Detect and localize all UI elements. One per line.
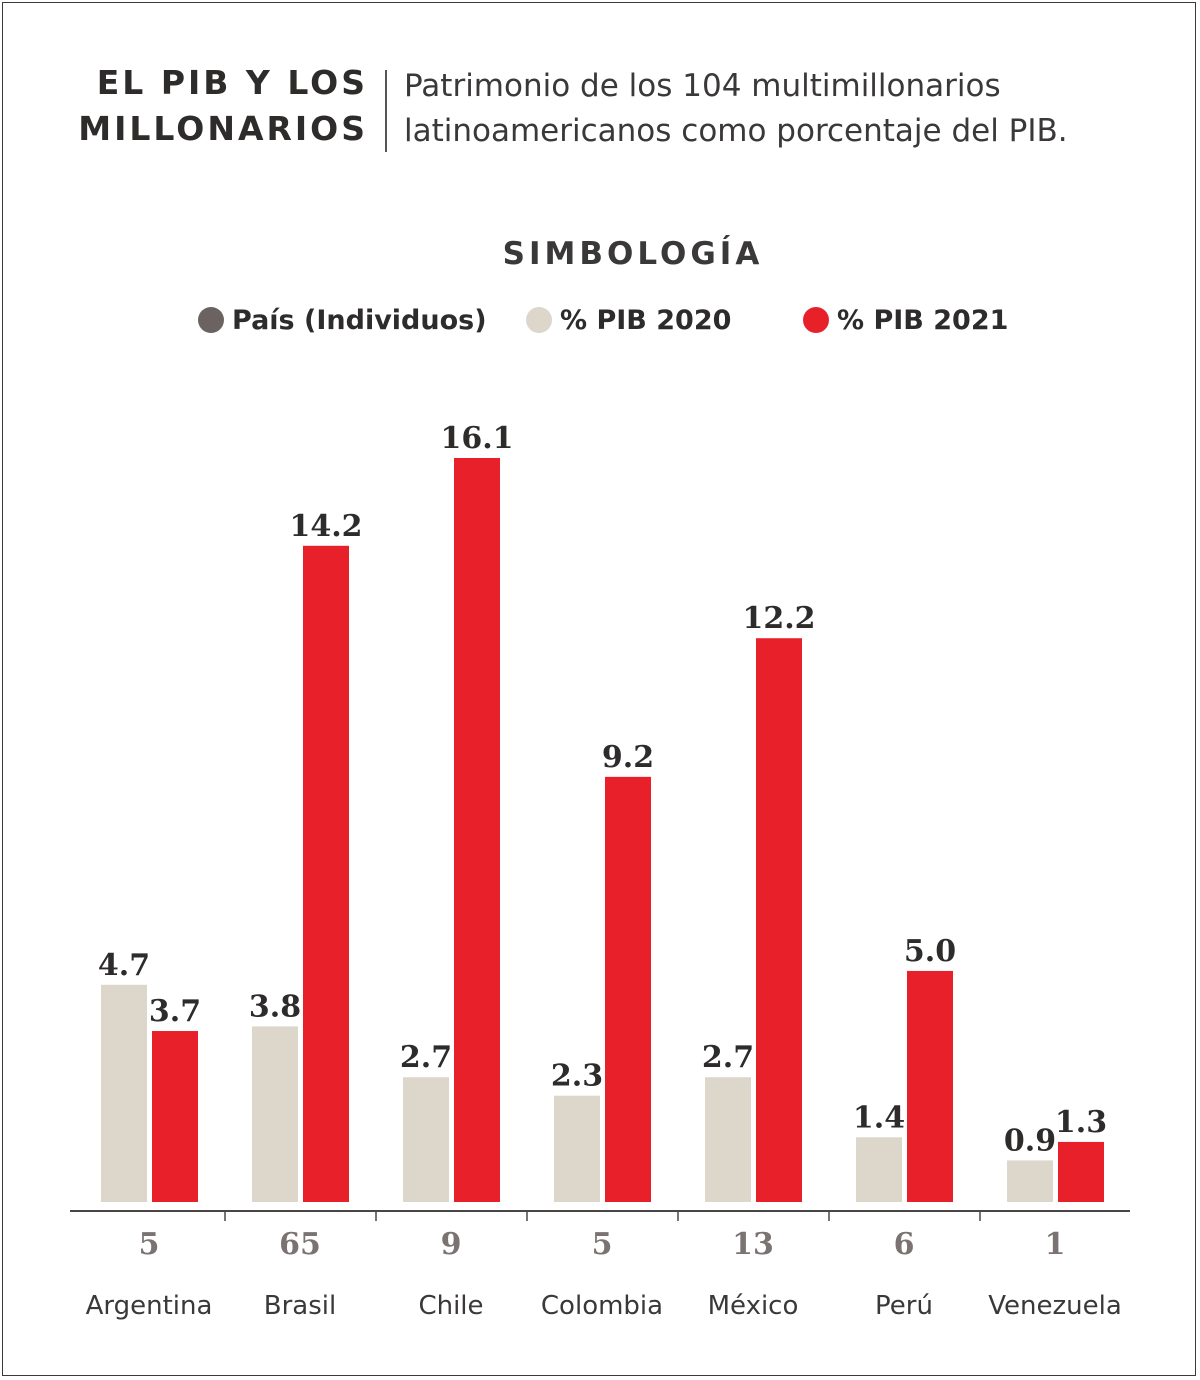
data-label: 3.8 — [249, 989, 301, 1024]
individuals-count: 1 — [1045, 1227, 1066, 1262]
individuals-count: 5 — [139, 1227, 160, 1262]
bar-pib-2021 — [1058, 1141, 1104, 1202]
bar-pib-2021 — [454, 458, 500, 1202]
legend-dot-pib-2021-icon — [803, 307, 829, 333]
data-label: 1.3 — [1055, 1105, 1107, 1140]
bar-pib-2021 — [152, 1031, 198, 1202]
header-divider — [385, 70, 387, 152]
data-label: 2.3 — [551, 1059, 603, 1094]
data-label: 0.9 — [1004, 1123, 1056, 1158]
bar-pib-2021 — [907, 970, 953, 1202]
data-label: 5.0 — [904, 934, 956, 969]
legend-dot-individuals-icon — [198, 307, 224, 333]
legend-item-pib-2020: % PIB 2020 — [526, 300, 731, 340]
data-label: 1.4 — [853, 1100, 905, 1135]
individuals-count: 9 — [441, 1227, 462, 1262]
category-label: Venezuela — [988, 1291, 1122, 1321]
legend-label-pib-2021: % PIB 2021 — [837, 304, 1009, 336]
bar-pib-2021 — [605, 776, 651, 1202]
category-label: Argentina — [86, 1291, 213, 1321]
category-label: México — [708, 1291, 799, 1321]
bar-pib-2020 — [403, 1077, 449, 1202]
category-label: Perú — [875, 1291, 933, 1321]
legend-item-individuals: País (Individuos) — [198, 300, 487, 340]
category-label: Brasil — [264, 1291, 336, 1321]
data-label: 14.2 — [289, 509, 362, 544]
legend-title: SIMBOLOGÍA — [502, 236, 764, 272]
legend-dot-pib-2020-icon — [526, 307, 552, 333]
data-label: 4.7 — [98, 948, 150, 983]
bar-pib-2020 — [705, 1077, 751, 1202]
individuals-count: 6 — [894, 1227, 915, 1262]
data-label: 9.2 — [602, 740, 654, 775]
data-label: 16.1 — [440, 421, 513, 456]
chart-subtitle-line-2: latinoamericanos como porcentaje del PIB… — [404, 113, 1068, 149]
individuals-count: 5 — [592, 1227, 613, 1262]
chart-title-line-2: MILLONARIOS — [78, 109, 368, 148]
data-label: 2.7 — [400, 1040, 452, 1075]
category-label: Colombia — [541, 1291, 663, 1321]
legend-label-individuals: País (Individuos) — [232, 304, 487, 336]
individuals-count: 13 — [732, 1227, 774, 1262]
chart-title-line-1: EL PIB Y LOS — [96, 63, 368, 102]
chart-title: EL PIB Y LOS MILLONARIOS — [78, 60, 368, 152]
bar-pib-2021 — [303, 545, 349, 1202]
category-label: Chile — [418, 1291, 483, 1321]
bar-pib-2021 — [756, 638, 802, 1202]
data-label: 3.7 — [149, 994, 201, 1029]
legend-label-pib-2020: % PIB 2020 — [560, 304, 732, 336]
bar-pib-2020 — [101, 984, 147, 1202]
legend-item-pib-2021: % PIB 2021 — [803, 300, 1008, 340]
data-label: 12.2 — [742, 601, 815, 636]
data-label: 2.7 — [702, 1040, 754, 1075]
individuals-count: 65 — [279, 1227, 321, 1262]
bar-pib-2020 — [252, 1026, 298, 1202]
bar-pib-2020 — [554, 1095, 600, 1202]
bar-pib-2020 — [1007, 1160, 1053, 1202]
chart-subtitle-line-1: Patrimonio de los 104 multimillonarios — [404, 68, 1001, 104]
bar-pib-2020 — [856, 1137, 902, 1202]
chart-subtitle: Patrimonio de los 104 multimillonarios l… — [404, 64, 1124, 154]
